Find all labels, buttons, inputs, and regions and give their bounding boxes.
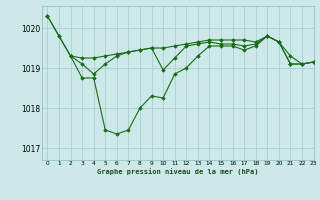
X-axis label: Graphe pression niveau de la mer (hPa): Graphe pression niveau de la mer (hPa) xyxy=(97,168,258,175)
